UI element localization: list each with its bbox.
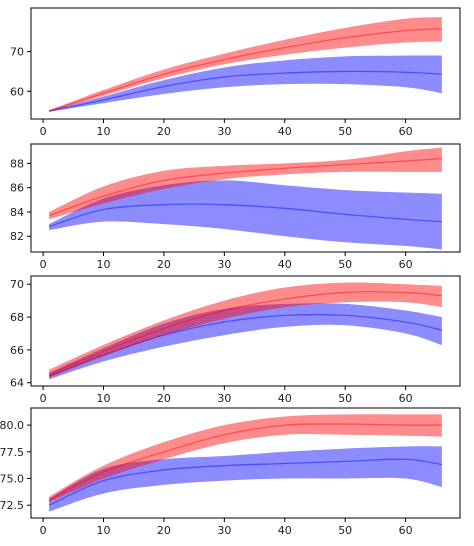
axes-frame bbox=[30, 143, 461, 253]
y-tick-label: 75.0 bbox=[0, 472, 24, 485]
axes-frame bbox=[30, 275, 461, 387]
red-mean-line bbox=[48, 423, 442, 501]
blue-confidence-band bbox=[49, 180, 442, 250]
x-tick-label: 50 bbox=[338, 125, 352, 138]
chart-panel-4: 0 10 20 30 40 50 60 72.5 75.0 77.5 80.0 bbox=[0, 407, 461, 537]
x-tick-label: 40 bbox=[278, 258, 292, 271]
x-tick-label: 60 bbox=[399, 125, 413, 138]
x-tick-label: 60 bbox=[399, 392, 413, 405]
plot-area bbox=[48, 147, 442, 250]
x-tick-label: 20 bbox=[157, 524, 171, 537]
red-mean-line bbox=[48, 291, 442, 376]
x-tick-label: 10 bbox=[97, 258, 111, 271]
x-tick-label: 30 bbox=[217, 125, 231, 138]
x-tick-label: 50 bbox=[338, 392, 352, 405]
x-tick-label: 30 bbox=[217, 392, 231, 405]
blue-mean-line bbox=[48, 313, 443, 377]
red-confidence-band bbox=[49, 17, 442, 112]
blue-confidence-band bbox=[49, 55, 442, 112]
y-tick-label: 88 bbox=[10, 157, 24, 170]
x-tick-label: 0 bbox=[40, 258, 47, 271]
x-tick-label: 0 bbox=[40, 392, 47, 405]
chart-panel-1: 0 10 20 30 40 50 60 60 70 bbox=[10, 7, 461, 138]
y-tick-label: 82 bbox=[10, 230, 24, 243]
x-tick-label: 20 bbox=[157, 125, 171, 138]
chart-panel-3: 0 10 20 30 40 50 60 64 66 68 70 bbox=[10, 275, 461, 405]
y-tick-label: 60 bbox=[10, 85, 24, 98]
blue-confidence-band bbox=[49, 303, 442, 380]
x-tick-label: 10 bbox=[97, 392, 111, 405]
y-tick-label: 66 bbox=[10, 344, 24, 357]
x-tick-label: 30 bbox=[217, 524, 231, 537]
x-tick-label: 30 bbox=[217, 258, 231, 271]
blue-mean-line bbox=[48, 203, 442, 228]
plot-area bbox=[48, 282, 443, 380]
y-tick-label: 80.0 bbox=[0, 419, 24, 432]
red-confidence-band bbox=[49, 414, 442, 502]
chart-panel-2: 0 10 20 30 40 50 60 82 84 86 88 bbox=[10, 143, 461, 271]
red-mean-line bbox=[48, 27, 442, 112]
x-tick-label: 10 bbox=[97, 524, 111, 537]
x-tick-label: 20 bbox=[157, 258, 171, 271]
x-tick-label: 60 bbox=[399, 258, 413, 271]
x-tick-label: 0 bbox=[40, 524, 47, 537]
y-tick-label: 72.5 bbox=[0, 499, 24, 512]
y-tick-label: 68 bbox=[10, 311, 24, 324]
y-tick-label: 84 bbox=[10, 206, 24, 219]
x-tick-label: 0 bbox=[40, 125, 47, 138]
red-mean-line bbox=[48, 157, 442, 217]
x-tick-label: 50 bbox=[338, 524, 352, 537]
x-tick-label: 40 bbox=[278, 392, 292, 405]
red-confidence-band bbox=[49, 282, 442, 378]
x-tick-label: 10 bbox=[97, 125, 111, 138]
x-tick-label: 50 bbox=[338, 258, 352, 271]
y-tick-label: 70 bbox=[10, 278, 24, 291]
x-tick-label: 60 bbox=[399, 524, 413, 537]
blue-confidence-band bbox=[49, 446, 442, 512]
plot-area bbox=[48, 414, 442, 512]
red-confidence-band bbox=[49, 147, 442, 220]
y-tick-label: 77.5 bbox=[0, 446, 24, 459]
y-tick-label: 86 bbox=[10, 182, 24, 195]
axes-frame bbox=[30, 7, 461, 120]
axes-frame bbox=[30, 407, 461, 519]
x-tick-label: 40 bbox=[278, 524, 292, 537]
blue-mean-line bbox=[48, 458, 442, 506]
plot-area bbox=[48, 17, 442, 112]
x-tick-label: 20 bbox=[157, 392, 171, 405]
y-tick-label: 64 bbox=[10, 377, 24, 390]
x-tick-label: 40 bbox=[278, 125, 292, 138]
y-tick-label: 70 bbox=[10, 46, 24, 59]
blue-mean-line bbox=[48, 70, 442, 112]
